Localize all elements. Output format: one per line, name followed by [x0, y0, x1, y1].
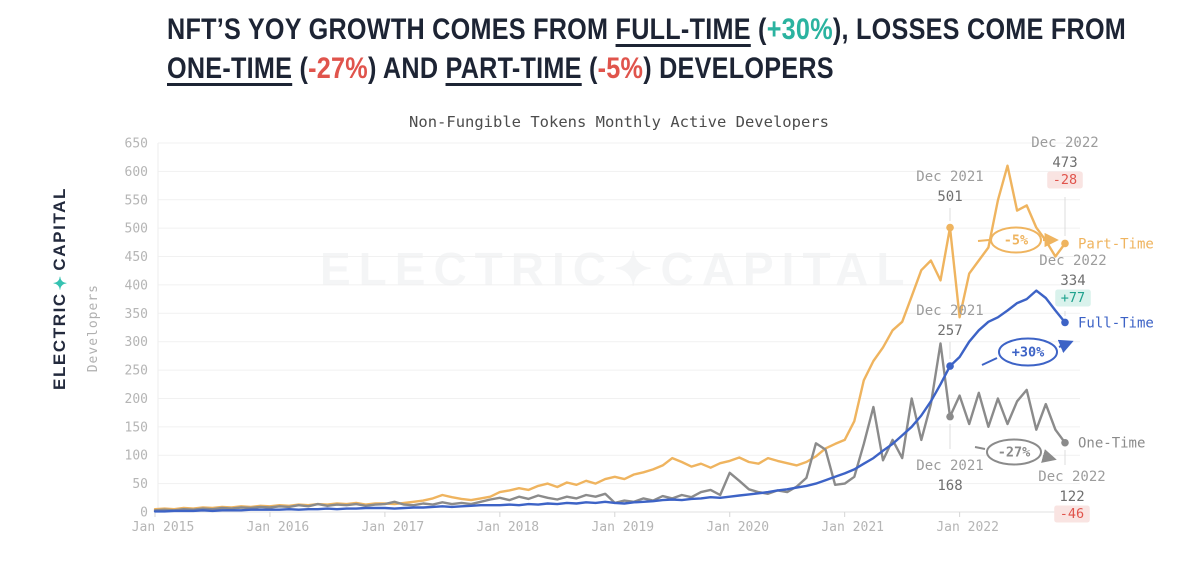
marker-delta-label: -28 [1053, 172, 1077, 188]
marker-date-label: Dec 2021 [916, 303, 983, 319]
brand-watermark: ELECTRIC✦CAPITAL [320, 243, 913, 295]
marker-dot-ot-dec21 [946, 412, 954, 421]
headline-text: ) DEVELOPERS [643, 52, 834, 85]
chart-title: Non-Fungible Tokens Monthly Active Devel… [409, 113, 829, 131]
headline-emphasis: ONE-TIME [167, 52, 293, 85]
series-end-label-full_time: Full-Time [1078, 315, 1154, 331]
callout-percent-label: +30% [1012, 345, 1045, 361]
y-tick-label: 550 [125, 193, 148, 208]
headline-text: ( [292, 52, 309, 85]
callout-percent-label: -27% [998, 445, 1031, 461]
marker-delta-label: +77 [1061, 290, 1085, 306]
x-tick-label: Jan 2018 [477, 520, 540, 535]
callout-tail-line [974, 446, 986, 450]
marker-delta-badge [1047, 171, 1083, 189]
y-tick-label: 100 [125, 449, 148, 464]
marker-dot-ot-dec22 [1061, 438, 1069, 447]
headline-percent: -5% [597, 52, 644, 85]
series-end-label-one_time: One-Time [1078, 436, 1145, 452]
y-tick-label: 650 [125, 137, 148, 152]
callout-arrow [1057, 339, 1074, 353]
y-tick-label: 600 [125, 165, 148, 180]
x-tick-label: Jan 2020 [706, 520, 769, 535]
x-tick-label: Jan 2022 [936, 520, 999, 535]
x-tick-label: Jan 2015 [132, 520, 195, 535]
marker-delta-badge [1055, 289, 1091, 307]
x-tick-label: Jan 2019 [591, 520, 654, 535]
marker-date-label: Dec 2022 [1038, 469, 1105, 485]
headline-percent: +30% [766, 13, 833, 46]
series-line-full_time [153, 289, 1067, 513]
y-tick-label: 50 [132, 477, 148, 492]
y-tick-label: 300 [125, 335, 148, 350]
marker-value-label: 473 [1052, 155, 1077, 171]
marker-date-label: Dec 2022 [1039, 253, 1106, 269]
headline-text: ( [581, 52, 598, 85]
marker-dot-pt-dec21 [946, 223, 954, 232]
series-end-label-part_time: Part-Time [1078, 236, 1154, 252]
marker-value-label: 501 [937, 189, 962, 205]
marker-dot-ft-dec21 [946, 362, 954, 370]
marker-delta-badge [1054, 505, 1090, 523]
marker-date-label: Dec 2021 [916, 169, 983, 185]
y-tick-label: 450 [125, 250, 148, 265]
headline-text: ), LOSSES COME FROM [832, 13, 1127, 46]
marker-delta-label: -46 [1060, 506, 1084, 522]
callout-tail-line [977, 239, 990, 242]
y-tick-label: 150 [125, 420, 148, 435]
marker-dot-pt-dec22 [1061, 239, 1069, 248]
headline-percent: -27% [308, 52, 368, 85]
marker-date-label: Dec 2021 [916, 458, 983, 474]
marker-value-label: 122 [1059, 489, 1084, 505]
x-tick-label: Jan 2017 [362, 520, 425, 535]
series-line-one_time [153, 342, 1067, 512]
headline-emphasis: FULL-TIME [615, 13, 751, 46]
marker-dot-ft-dec22 [1061, 318, 1069, 327]
x-tick-label: Jan 2016 [247, 520, 310, 535]
headline-line-2: ONE-TIME (-27%) AND PART-TIME (-5%) DEVE… [167, 49, 1126, 88]
headline-emphasis: PART-TIME [445, 52, 582, 85]
headline-text: NFT’S YOY GROWTH COMES FROM [167, 13, 616, 46]
headline-line-1: NFT’S YOY GROWTH COMES FROM FULL-TIME (+… [167, 10, 1126, 49]
marker-date-label: Dec 2022 [1031, 135, 1098, 151]
y-tick-label: 250 [125, 364, 148, 379]
y-tick-label: 200 [125, 392, 148, 407]
x-tick-label: Jan 2021 [821, 520, 884, 535]
callout-pill [998, 337, 1058, 367]
callout-arrow [1041, 449, 1057, 463]
marker-value-label: 257 [937, 323, 962, 339]
callout-tail-line [981, 357, 998, 366]
y-tick-label: 400 [125, 278, 148, 293]
headline-text: ( [750, 13, 767, 46]
callout-pill [986, 438, 1042, 466]
y-tick-label: 0 [140, 506, 148, 521]
y-tick-label: 350 [125, 307, 148, 322]
marker-value-label: 334 [1060, 273, 1085, 289]
headline-text: ) AND [367, 52, 446, 85]
callout-pill [990, 226, 1042, 254]
y-tick-label: 500 [125, 222, 148, 237]
callout-percent-label: -5% [1004, 233, 1029, 249]
headline: NFT’S YOY GROWTH COMES FROM FULL-TIME (+… [167, 10, 1126, 88]
marker-value-label: 168 [937, 478, 962, 494]
